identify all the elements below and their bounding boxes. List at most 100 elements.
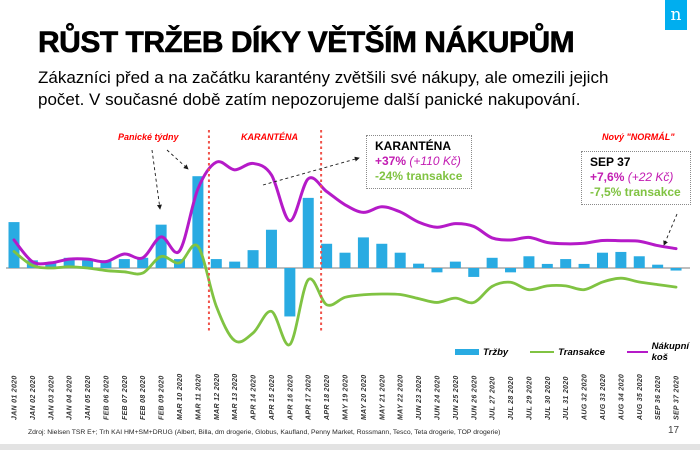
- x-axis-label: FEB 09 2020: [159, 375, 166, 420]
- quarantine-box-basket: +37% (+110 Kč): [375, 154, 463, 169]
- revenue-bar: [468, 268, 480, 277]
- sep37-basket-pct: +7,6%: [590, 170, 625, 184]
- revenue-bar: [615, 251, 627, 268]
- revenue-bar: [100, 260, 112, 268]
- x-axis-label: FEB 06 2020: [103, 375, 110, 420]
- x-axis-label: SEP 37 2020: [674, 376, 681, 420]
- x-axis-label: SEP 36 2020: [655, 376, 662, 420]
- quarantine-box-title: KARANTÉNA: [375, 139, 451, 153]
- revenue-bar: [523, 256, 535, 268]
- x-axis-label: APR 18 2020: [324, 375, 331, 421]
- x-axis-label: JAN 01 2020: [12, 375, 19, 420]
- quarantine-basket-czk: (+110 Kč): [406, 154, 461, 168]
- sep37-basket-czk: (+22 Kč): [624, 170, 674, 184]
- revenue-bar: [541, 263, 553, 268]
- revenue-bar: [339, 252, 351, 268]
- revenue-bar: [413, 263, 425, 268]
- subtitle-line-2: počet. V současné době zatím nepozorujem…: [38, 90, 581, 109]
- x-axis-label: APR 14 2020: [251, 375, 258, 421]
- x-axis-label: FEB 07 2020: [122, 375, 129, 420]
- revenue-bar: [596, 252, 608, 268]
- page-title: RŮST TRŽEB DÍKY VĚTŠÍM NÁKUPŮM: [38, 26, 575, 60]
- subtitle-line-1: Zákazníci před a na začátku karantény zv…: [38, 68, 609, 87]
- x-axis-label: FEB 08 2020: [140, 375, 147, 420]
- x-axis-label: JUL 31 2020: [563, 376, 570, 420]
- revenue-bar: [560, 259, 572, 268]
- x-axis-label: APR 15 2020: [269, 375, 276, 421]
- legend-item-transakce: Transakce: [530, 347, 605, 358]
- x-axis-label: APR 17 2020: [306, 375, 313, 421]
- x-axis-label: JUL 30 2020: [545, 376, 552, 420]
- x-axis-label: JUL 27 2020: [490, 376, 497, 420]
- revenue-bar: [357, 237, 369, 268]
- quarantine-label: KARANTÉNA: [241, 132, 298, 142]
- revenue-bar: [486, 257, 498, 268]
- x-axis-label: JUL 28 2020: [508, 376, 515, 420]
- revenue-bar: [137, 257, 149, 268]
- x-axis-label: JUL 29 2020: [526, 376, 533, 420]
- sep37-annotation-box: SEP 37 +7,6% (+22 Kč) -7,5% transakce: [581, 151, 691, 205]
- page-number: 17: [668, 425, 680, 436]
- revenue-bar: [449, 261, 461, 268]
- revenue-bar: [210, 259, 222, 268]
- revenue-bar: [8, 222, 20, 268]
- x-axis-label: MAR 13 2020: [232, 374, 239, 421]
- quarantine-annotation-box: KARANTÉNA +37% (+110 Kč) -24% transakce: [366, 135, 472, 189]
- x-axis-label: MAY 20 2020: [361, 375, 368, 420]
- revenue-bar: [192, 176, 204, 268]
- quarantine-box-arrow: [262, 156, 360, 186]
- transactions-swatch: [530, 350, 555, 354]
- x-axis-label: AUG 34 2020: [618, 374, 625, 421]
- revenue-bar: [652, 264, 664, 268]
- revenue-bar: [284, 268, 296, 317]
- revenue-bar: [82, 260, 94, 268]
- x-axis-label: JUN 26 2020: [471, 375, 478, 420]
- revenue-bar: [394, 252, 406, 268]
- x-axis-label: MAY 22 2020: [398, 375, 405, 420]
- transactions-line: [12, 243, 678, 347]
- x-axis-label: MAR 11 2020: [195, 374, 202, 420]
- sep37-box-title: SEP 37: [590, 155, 631, 169]
- revenue-bar: [63, 257, 75, 268]
- revenue-bar: [247, 250, 259, 268]
- quarantine-box-transactions: -24% transakce: [375, 169, 463, 183]
- revenue-bar: [265, 229, 277, 268]
- chart-legend: Tržby Transakce Nákupní koš: [455, 341, 700, 363]
- revenue-bar: [302, 197, 314, 268]
- x-axis-label: AUG 32 2020: [582, 374, 589, 421]
- revenue-swatch: [455, 349, 479, 355]
- revenue-bar: [578, 263, 590, 268]
- x-axis-label: JUN 24 2020: [434, 375, 441, 420]
- x-axis-label: JUN 23 2020: [416, 375, 423, 420]
- x-axis-label: JAN 02 2020: [30, 375, 37, 420]
- legend-item-trzby: Tržby: [455, 347, 508, 358]
- panic-weeks-label: Panické týdny: [118, 132, 179, 142]
- sep37-box-transactions: -7,5% transakce: [590, 185, 681, 199]
- x-axis-label: JAN 05 2020: [85, 375, 92, 420]
- new-normal-label: Nový "NORMÁL": [602, 132, 675, 142]
- x-axis-label: MAY 21 2020: [379, 375, 386, 420]
- legend-label-transakce: Transakce: [558, 346, 606, 358]
- x-axis-label: MAR 10 2020: [177, 374, 184, 421]
- subtitle: Zákazníci před a na začátku karantény zv…: [38, 67, 686, 111]
- revenue-bar: [431, 268, 443, 273]
- x-axis-label: JAN 04 2020: [67, 375, 74, 420]
- x-axis-label: MAY 19 2020: [343, 375, 350, 420]
- revenue-bar: [118, 259, 130, 268]
- nielsen-logo: n: [665, 0, 687, 30]
- x-axis-label: JUN 25 2020: [453, 375, 460, 420]
- x-axis-label: APR 16 2020: [287, 375, 294, 421]
- revenue-bar: [505, 268, 517, 273]
- basket-line: [12, 160, 678, 266]
- basket-swatch: [627, 350, 648, 354]
- x-axis-label: MAR 12 2020: [214, 374, 221, 421]
- revenue-bar: [633, 256, 645, 268]
- revenue-bar: [376, 243, 388, 268]
- x-axis-label: AUG 35 2020: [637, 374, 644, 421]
- nielsen-logo-letter: n: [670, 4, 682, 25]
- revenue-bar: [45, 262, 57, 268]
- bottom-strip: [0, 444, 700, 450]
- x-axis-label: JAN 03 2020: [48, 375, 55, 420]
- sep37-box-arrow: [663, 213, 678, 246]
